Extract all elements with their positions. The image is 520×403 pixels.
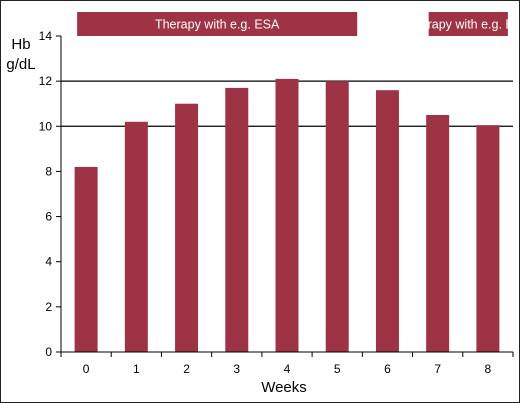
y-tick-label: 2 xyxy=(45,300,52,314)
y-tick-label: 6 xyxy=(45,210,52,224)
x-tick-label: 7 xyxy=(434,362,441,376)
bar-week-4 xyxy=(275,78,299,352)
bar-week-1 xyxy=(124,121,148,353)
bar-week-0 xyxy=(74,166,98,352)
y-axis-ticks: 0 2 4 6 8 10 12 14 xyxy=(39,29,61,359)
y-tick-label: 8 xyxy=(45,164,52,178)
x-tick-label: 6 xyxy=(384,362,391,376)
y-tick-label: 12 xyxy=(39,74,53,88)
x-tick-label: 0 xyxy=(83,362,90,376)
x-axis-label: Weeks xyxy=(261,379,307,396)
y-axis-label-unit-top: Hb xyxy=(11,36,30,53)
x-tick-label: 2 xyxy=(183,362,190,376)
bar-week-5 xyxy=(325,81,349,353)
bar-week-6 xyxy=(375,90,399,353)
x-tick-label: 8 xyxy=(485,362,492,376)
x-tick-label: 1 xyxy=(133,362,140,376)
bar-week-8 xyxy=(476,125,500,353)
bar-week-2 xyxy=(175,103,199,352)
bars xyxy=(74,78,500,353)
therapy-banner-2 xyxy=(428,12,508,36)
x-axis-ticks: 0 1 2 3 4 5 6 7 8 xyxy=(60,352,514,376)
y-tick-label: 4 xyxy=(45,255,52,269)
y-tick-label: 0 xyxy=(45,345,52,359)
therapy-banner-label: Therapy with e.g. ESA xyxy=(155,18,280,32)
therapy-banner-label: Therapy with e.g. ESA xyxy=(406,18,519,32)
bar-week-7 xyxy=(426,115,450,352)
x-tick-label: 3 xyxy=(233,362,240,376)
x-tick-label: 4 xyxy=(284,362,291,376)
x-tick-label: 5 xyxy=(334,362,341,376)
y-tick-label: 14 xyxy=(39,29,53,43)
bar-week-3 xyxy=(225,87,249,353)
therapy-banner-1 xyxy=(77,12,358,36)
y-axis-label-unit-bottom: g/dL xyxy=(6,56,35,73)
y-tick-label: 10 xyxy=(39,119,53,133)
therapy-annotations: Therapy with e.g. ESA Therapy with e.g. E… xyxy=(77,12,519,36)
